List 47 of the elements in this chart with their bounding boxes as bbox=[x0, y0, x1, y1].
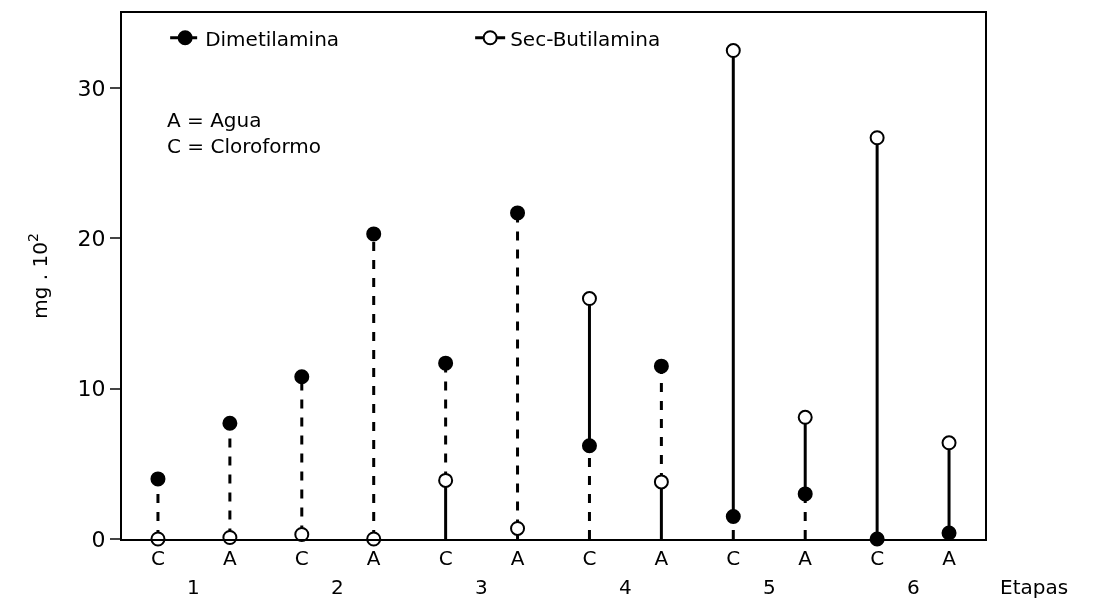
text: 6 bbox=[907, 575, 920, 599]
legend-label: Sec-Butilamina bbox=[510, 26, 661, 51]
x-tick-label: C bbox=[726, 546, 741, 570]
x-tick-label: C bbox=[150, 546, 165, 570]
point bbox=[653, 358, 669, 374]
text: 2 bbox=[331, 575, 344, 599]
y-tick-label: 0 bbox=[91, 526, 106, 552]
y-tick-label: 20 bbox=[77, 226, 106, 252]
point bbox=[150, 471, 166, 487]
point bbox=[438, 355, 454, 371]
point bbox=[510, 520, 526, 536]
point bbox=[941, 525, 957, 541]
point bbox=[869, 130, 885, 146]
x-tick-label: C bbox=[582, 546, 597, 570]
point bbox=[725, 508, 741, 524]
legend-label: Dimetilamina bbox=[205, 26, 340, 51]
x-tick-label: A bbox=[366, 546, 381, 570]
x-axis-title: Etapas bbox=[1000, 575, 1069, 599]
x-tick-label: A bbox=[654, 546, 669, 570]
text: 1 bbox=[187, 575, 200, 599]
point bbox=[725, 43, 741, 59]
point bbox=[366, 226, 382, 242]
y-tick-label: 30 bbox=[77, 75, 106, 101]
point bbox=[797, 486, 813, 502]
y-tick-label: 10 bbox=[77, 376, 106, 402]
point bbox=[294, 369, 310, 385]
point bbox=[510, 205, 526, 221]
point bbox=[941, 435, 957, 451]
x-tick-label: C bbox=[870, 546, 885, 570]
point bbox=[653, 474, 669, 490]
point bbox=[438, 472, 454, 488]
annotation: C = Cloroformo bbox=[167, 134, 322, 158]
annotation: A = Agua bbox=[167, 108, 262, 132]
point bbox=[222, 415, 238, 431]
text: 3 bbox=[475, 575, 488, 599]
point bbox=[797, 409, 813, 425]
x-tick-label: C bbox=[294, 546, 309, 570]
x-tick-label: C bbox=[438, 546, 453, 570]
text: 5 bbox=[763, 575, 776, 599]
point bbox=[294, 526, 310, 542]
x-tick-label: A bbox=[942, 546, 957, 570]
text: 4 bbox=[619, 575, 632, 599]
x-tick-label: A bbox=[223, 546, 238, 570]
x-tick-label: A bbox=[510, 546, 525, 570]
point bbox=[581, 291, 597, 307]
x-tick-label: A bbox=[798, 546, 813, 570]
point bbox=[581, 438, 597, 454]
